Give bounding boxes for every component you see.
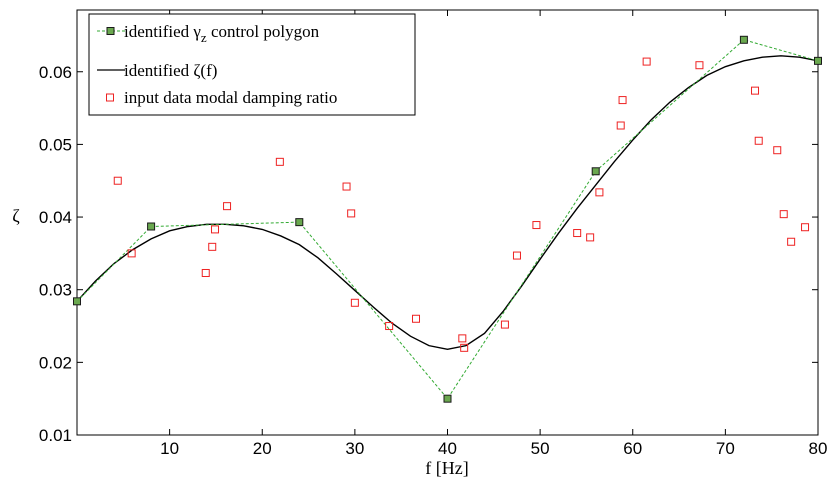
data-point (586, 233, 595, 242)
data-point (201, 268, 210, 277)
data-point (573, 229, 582, 238)
data-point (211, 225, 220, 234)
data-point (275, 157, 284, 166)
y-tick-label: 0.06 (39, 63, 72, 82)
control-point (814, 56, 822, 65)
axis-ticks: 10 20 30 40 50 60 70 80 0.01 0.02 0.03 0.04 0.05 0.06 (39, 10, 828, 458)
legend: identified γz control polygon identified… (88, 13, 416, 116)
legend-entry-polygon: identified γz control polygon (124, 22, 320, 45)
y-tick-label: 0.04 (39, 208, 72, 227)
y-tick-label: 0.02 (39, 353, 72, 372)
data-point (787, 237, 796, 246)
legend-polygon-subscript: z (201, 30, 207, 45)
data-point (616, 121, 625, 130)
legend-polygon-name: identified γ (124, 22, 201, 41)
data-point (532, 221, 541, 230)
data-point (512, 251, 521, 260)
y-tick-label: 0.03 (39, 281, 72, 300)
data-point (751, 86, 760, 95)
x-tick-label: 10 (160, 439, 179, 458)
x-tick-label: 20 (253, 439, 272, 458)
y-tick-label: 0.01 (39, 426, 72, 445)
data-point (412, 314, 421, 323)
data-point (618, 96, 627, 105)
data-point (458, 334, 467, 343)
x-tick-label: 40 (438, 439, 457, 458)
data-point (223, 202, 232, 211)
data-point (208, 242, 217, 251)
y-axis-label: ζ (12, 206, 20, 226)
data-point (779, 210, 788, 219)
control-point (591, 167, 600, 176)
control-point (295, 218, 304, 227)
control-point (739, 35, 748, 44)
legend-polygon-suffix: control polygon (207, 22, 320, 41)
control-point (443, 394, 452, 403)
data-point (595, 188, 604, 197)
x-tick-label: 60 (623, 439, 642, 458)
legend-box (88, 13, 416, 116)
x-tick-label: 30 (345, 439, 364, 458)
data-point (347, 209, 356, 218)
data-point (113, 176, 122, 185)
data-point (460, 343, 469, 352)
legend-points-marker (106, 93, 114, 102)
data-point (642, 57, 651, 66)
data-point (127, 249, 136, 258)
data-point (773, 146, 782, 155)
control-point (147, 222, 156, 231)
legend-entry-curve: identified ζ(f) (124, 61, 217, 80)
data-point (695, 61, 704, 70)
x-tick-label: 80 (809, 439, 828, 458)
data-point (754, 136, 763, 145)
data-point (385, 322, 394, 331)
x-tick-label: 70 (716, 439, 735, 458)
x-axis-label: f [Hz] (425, 458, 468, 478)
legend-entry-points: input data modal damping ratio (124, 88, 337, 107)
legend-polygon-marker (106, 27, 115, 35)
data-point (342, 182, 351, 191)
data-point (350, 298, 359, 307)
x-tick-label: 50 (531, 439, 550, 458)
chart-marks (73, 35, 822, 403)
control-point (73, 297, 81, 306)
y-tick-label: 0.05 (39, 135, 72, 154)
data-point (500, 320, 509, 329)
data-point (801, 223, 810, 232)
